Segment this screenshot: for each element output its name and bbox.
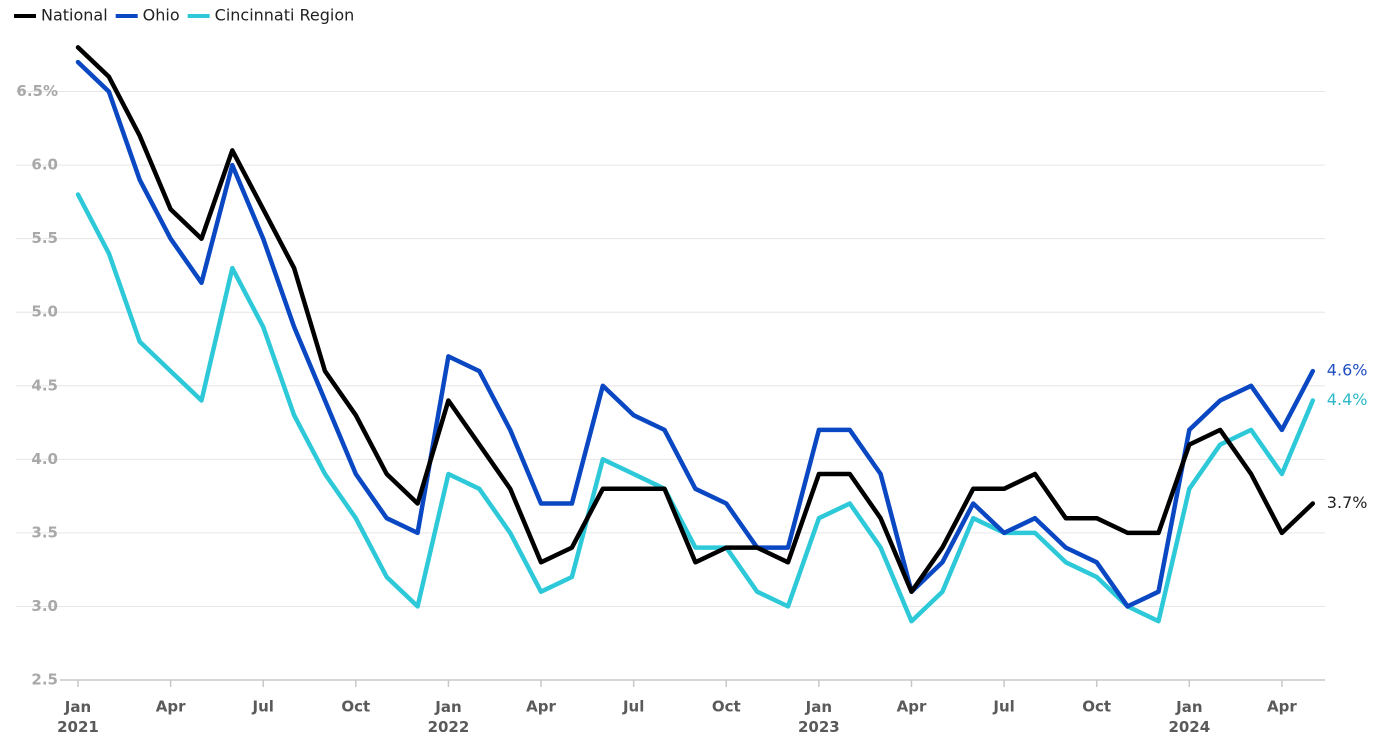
x-tick-label: Jan 2023 bbox=[798, 698, 840, 736]
x-tick-label: Oct bbox=[341, 698, 370, 716]
y-tick-label: 4.0 bbox=[31, 450, 58, 468]
y-tick-label: 6.0 bbox=[31, 156, 58, 174]
legend-label: Ohio bbox=[143, 6, 180, 25]
y-tick-label: 6.5% bbox=[16, 82, 58, 100]
y-tick-label: 5.5 bbox=[31, 229, 58, 247]
legend-label: Cincinnati Region bbox=[215, 6, 355, 25]
x-tick-label: Apr bbox=[1267, 698, 1297, 716]
x-tick-label: Jan 2021 bbox=[57, 698, 99, 736]
end-label: 4.4% bbox=[1327, 390, 1368, 409]
y-tick-label: 2.5 bbox=[31, 671, 58, 689]
x-tick-label: Oct bbox=[712, 698, 741, 716]
end-label: 3.7% bbox=[1327, 493, 1368, 512]
series-line bbox=[75, 45, 1316, 594]
x-tick-label: Jul bbox=[992, 698, 1014, 716]
y-tick-label: 4.5 bbox=[31, 376, 58, 394]
x-tick-label: Jan 2024 bbox=[1168, 698, 1210, 736]
series-line bbox=[75, 59, 1316, 609]
series-line bbox=[75, 192, 1316, 624]
x-tick-label: Oct bbox=[1082, 698, 1111, 716]
y-tick-label: 5.0 bbox=[31, 303, 58, 321]
end-label: 4.6% bbox=[1327, 361, 1368, 380]
x-tick-label: Apr bbox=[156, 698, 186, 716]
x-tick-label: Jan 2022 bbox=[428, 698, 470, 736]
legend-label: National bbox=[41, 6, 108, 25]
x-tick-label: Apr bbox=[526, 698, 556, 716]
x-tick-label: Jul bbox=[622, 698, 644, 716]
y-tick-label: 3.0 bbox=[31, 597, 58, 615]
y-tick-label: 3.5 bbox=[31, 523, 58, 541]
x-tick-label: Jul bbox=[252, 698, 274, 716]
x-tick-label: Apr bbox=[897, 698, 927, 716]
